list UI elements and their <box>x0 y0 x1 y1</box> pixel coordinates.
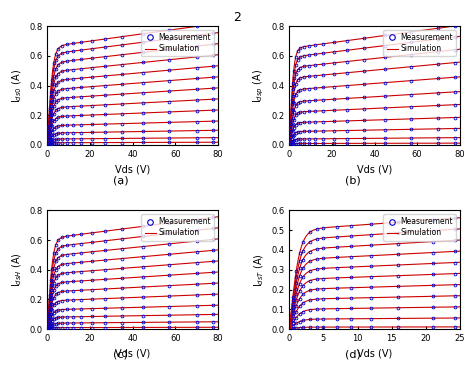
X-axis label: Vds (V): Vds (V) <box>357 349 392 359</box>
Y-axis label: I$_{ds0}$ (A): I$_{ds0}$ (A) <box>10 68 24 102</box>
Text: 0.1: 0.1 <box>120 184 122 185</box>
Text: (a): (a) <box>113 175 128 185</box>
Y-axis label: I$_{dsT}$ (A): I$_{dsT}$ (A) <box>252 253 266 286</box>
Text: (d): (d) <box>345 349 361 359</box>
Legend: Measurement, Simulation: Measurement, Simulation <box>383 214 456 240</box>
Legend: Measurement, Simulation: Measurement, Simulation <box>142 214 214 240</box>
Y-axis label: I$_{dsp}$ (A): I$_{dsp}$ (A) <box>251 68 266 102</box>
Text: (c): (c) <box>113 349 128 359</box>
X-axis label: Vds (V): Vds (V) <box>115 165 150 174</box>
Legend: Measurement, Simulation: Measurement, Simulation <box>142 30 214 56</box>
Text: 2: 2 <box>233 11 241 24</box>
Legend: Measurement, Simulation: Measurement, Simulation <box>383 30 456 56</box>
X-axis label: Vds (V): Vds (V) <box>115 349 150 359</box>
Y-axis label: I$_{dsH}$ (A): I$_{dsH}$ (A) <box>10 252 24 287</box>
X-axis label: Vds (V): Vds (V) <box>357 165 392 174</box>
Text: (b): (b) <box>345 175 361 185</box>
